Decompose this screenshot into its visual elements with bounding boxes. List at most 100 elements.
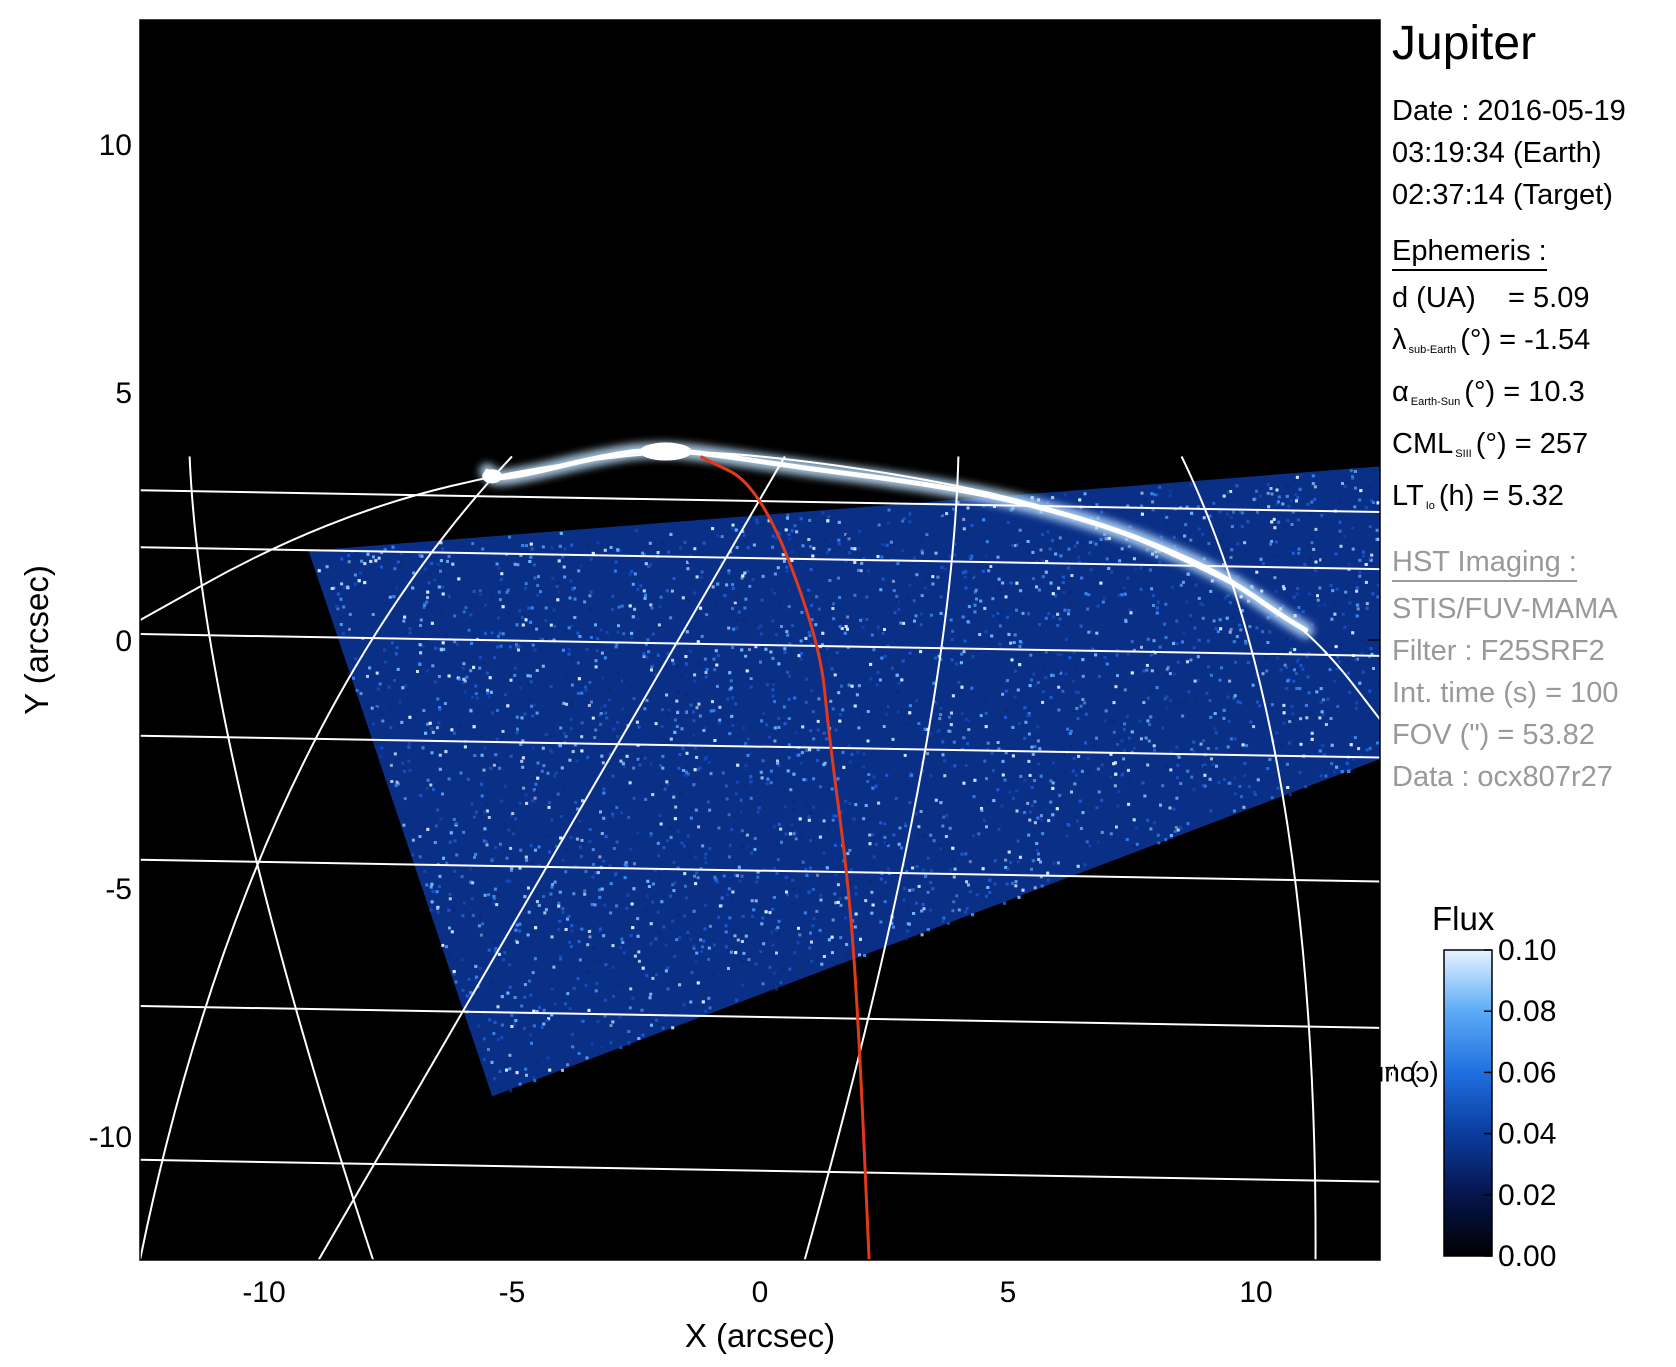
detector-pixel	[506, 991, 510, 995]
detector-pixel	[786, 513, 790, 517]
detector-pixel	[997, 577, 1001, 581]
detector-pixel	[1197, 596, 1201, 600]
detector-pixel	[1017, 895, 1021, 899]
detector-pixel	[1074, 690, 1077, 694]
detector-pixel	[1347, 562, 1351, 566]
detector-pixel	[1113, 784, 1117, 788]
detector-pixel	[572, 892, 576, 896]
detector-pixel	[1059, 653, 1063, 657]
detector-pixel	[931, 719, 935, 723]
detector-pixel	[478, 589, 482, 593]
detector-pixel	[577, 677, 581, 681]
detector-pixel	[809, 931, 812, 935]
detector-pixel	[953, 543, 957, 547]
detector-pixel	[486, 1076, 490, 1080]
detector-pixel	[861, 625, 865, 629]
detector-pixel	[903, 822, 907, 826]
detector-pixel	[1140, 504, 1144, 508]
detector-pixel	[509, 869, 513, 872]
detector-pixel	[722, 874, 726, 878]
detector-pixel	[533, 1079, 537, 1083]
detector-pixel	[404, 684, 408, 688]
detector-pixel	[1039, 814, 1043, 818]
detector-pixel	[1076, 690, 1080, 694]
detector-pixel	[836, 883, 840, 887]
detector-pixel	[940, 514, 944, 517]
detector-pixel	[509, 673, 513, 677]
detector-pixel	[553, 880, 557, 884]
detector-pixel	[700, 950, 704, 953]
detector-pixel	[808, 946, 812, 950]
detector-pixel	[506, 611, 510, 615]
detector-pixel	[581, 799, 584, 803]
detector-pixel	[400, 551, 403, 555]
detector-pixel	[1146, 719, 1150, 723]
detector-pixel	[925, 637, 929, 641]
detector-pixel	[759, 949, 763, 953]
detector-pixel	[493, 656, 497, 660]
detector-pixel	[528, 979, 531, 983]
detector-pixel	[1169, 750, 1173, 754]
detector-pixel	[462, 662, 466, 666]
detector-pixel	[1049, 695, 1053, 699]
detector-pixel	[1053, 777, 1057, 781]
detector-pixel	[820, 962, 824, 966]
detector-pixel	[1361, 670, 1365, 674]
detector-pixel	[1051, 674, 1055, 677]
detector-pixel	[1174, 826, 1178, 829]
detector-pixel	[729, 950, 733, 954]
detector-pixel	[412, 571, 416, 575]
detector-pixel	[1266, 616, 1270, 620]
detector-pixel	[1013, 633, 1017, 637]
detector-pixel	[398, 564, 402, 568]
detector-pixel	[492, 1077, 496, 1081]
detector-pixel	[645, 894, 649, 898]
detector-pixel	[543, 911, 547, 915]
detector-pixel	[785, 630, 789, 634]
detector-pixel	[1006, 890, 1010, 894]
detector-pixel	[760, 922, 764, 926]
detector-pixel	[1041, 700, 1045, 704]
detector-pixel	[441, 592, 445, 596]
detector-pixel	[469, 918, 473, 922]
detector-pixel	[668, 826, 672, 830]
detector-pixel	[429, 783, 433, 787]
detector-pixel	[1356, 607, 1360, 611]
detector-pixel	[500, 1023, 504, 1027]
detector-pixel	[1104, 709, 1108, 713]
detector-pixel	[1140, 645, 1143, 649]
detector-pixel	[1074, 773, 1078, 777]
detector-pixel	[1048, 718, 1052, 722]
detector-pixel	[578, 550, 582, 554]
detector-pixel	[780, 840, 783, 844]
detector-pixel	[778, 532, 782, 536]
detector-pixel	[866, 710, 870, 714]
detector-pixel	[859, 569, 863, 573]
detector-pixel	[655, 1018, 658, 1022]
detector-pixel	[1077, 555, 1081, 559]
detector-pixel	[548, 1068, 552, 1072]
detector-pixel	[728, 732, 732, 736]
detector-pixel	[1181, 714, 1185, 718]
detector-pixel	[1149, 518, 1153, 522]
detector-pixel	[793, 524, 797, 528]
detector-pixel	[1220, 666, 1223, 670]
detector-pixel	[462, 830, 466, 834]
detector-pixel	[485, 843, 489, 847]
detector-pixel	[779, 981, 783, 984]
detector-pixel	[770, 588, 774, 592]
detector-pixel	[1164, 838, 1168, 842]
detector-pixel	[776, 566, 780, 570]
detector-pixel	[1343, 484, 1347, 488]
detector-pixel	[962, 527, 966, 531]
detector-pixel	[964, 852, 968, 856]
detector-pixel	[792, 832, 796, 836]
detector-pixel	[812, 546, 816, 550]
detector-pixel	[578, 917, 582, 921]
detector-pixel	[1202, 765, 1206, 769]
detector-pixel	[480, 782, 484, 786]
detector-pixel	[1297, 551, 1301, 555]
detector-pixel	[494, 753, 498, 757]
detector-pixel	[879, 877, 883, 881]
detector-pixel	[617, 624, 620, 628]
